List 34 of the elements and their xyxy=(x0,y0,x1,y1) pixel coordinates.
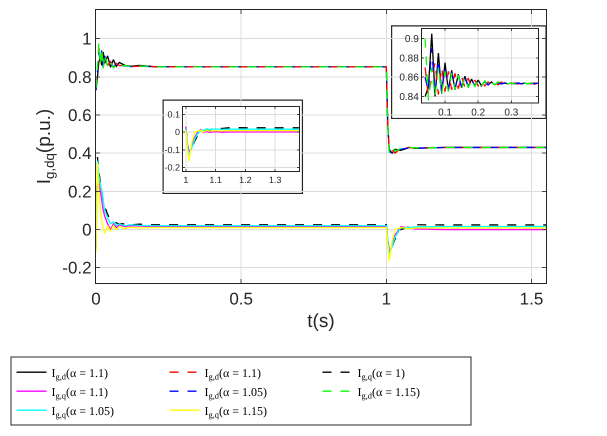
legend-label: I$_{g,q}$(α = 1.15) xyxy=(204,404,268,420)
y-tick-label: 0.86 xyxy=(399,72,420,84)
x-tick-label: 0.5 xyxy=(229,289,253,308)
y-tick-label: 0.6 xyxy=(68,106,92,125)
x-tick-label: 1.2 xyxy=(239,174,252,185)
y-tick-label: 0.88 xyxy=(399,53,420,64)
legend-label: I$_{g,d}$(α = 1.05) xyxy=(204,384,268,400)
x-tick-label: 0.3 xyxy=(504,107,519,118)
y-tick-label: 0 xyxy=(82,220,92,240)
y-tick-label: -0.1 xyxy=(164,144,180,155)
legend-label: I$_{g,d}$(α = 1.15) xyxy=(358,384,420,400)
y-tick-label: 0 xyxy=(175,127,180,138)
x-tick-label: 1 xyxy=(183,174,188,185)
x-tick-label: 1.1 xyxy=(209,174,222,185)
y-tick-label: 1 xyxy=(82,30,92,49)
y-tick-label: 0.84 xyxy=(399,92,420,103)
y-tick-label: -0.2 xyxy=(164,162,180,173)
x-tick-label: 1 xyxy=(382,289,392,308)
legend-label: I$_{g,q}$(α = 1.1) xyxy=(52,384,108,400)
y-tick-label: 0.9 xyxy=(404,34,420,45)
y-tick-label: 0.4 xyxy=(68,144,92,164)
x-axis-title: t(s) xyxy=(307,311,335,332)
line-series xyxy=(424,62,538,98)
legend-label: I$_{g,d}$(α = 1.1) xyxy=(204,366,262,382)
x-tick-label: 0.1 xyxy=(438,107,452,118)
y-tick-label: 0.8 xyxy=(68,68,92,87)
y-tick-label: -0.2 xyxy=(62,258,92,278)
legend-label: I$_{g,q}$(α = 1.05) xyxy=(52,404,114,420)
x-tick-label: 0.2 xyxy=(471,107,486,118)
line-series xyxy=(185,129,299,162)
x-tick-label: 1.5 xyxy=(520,289,544,308)
x-tick-label: 1.3 xyxy=(268,174,282,185)
legend-label: I$_{g,q}$(α = 1) xyxy=(358,366,406,382)
legend-label: I$_{g,d}$(α = 1.1) xyxy=(52,366,108,382)
